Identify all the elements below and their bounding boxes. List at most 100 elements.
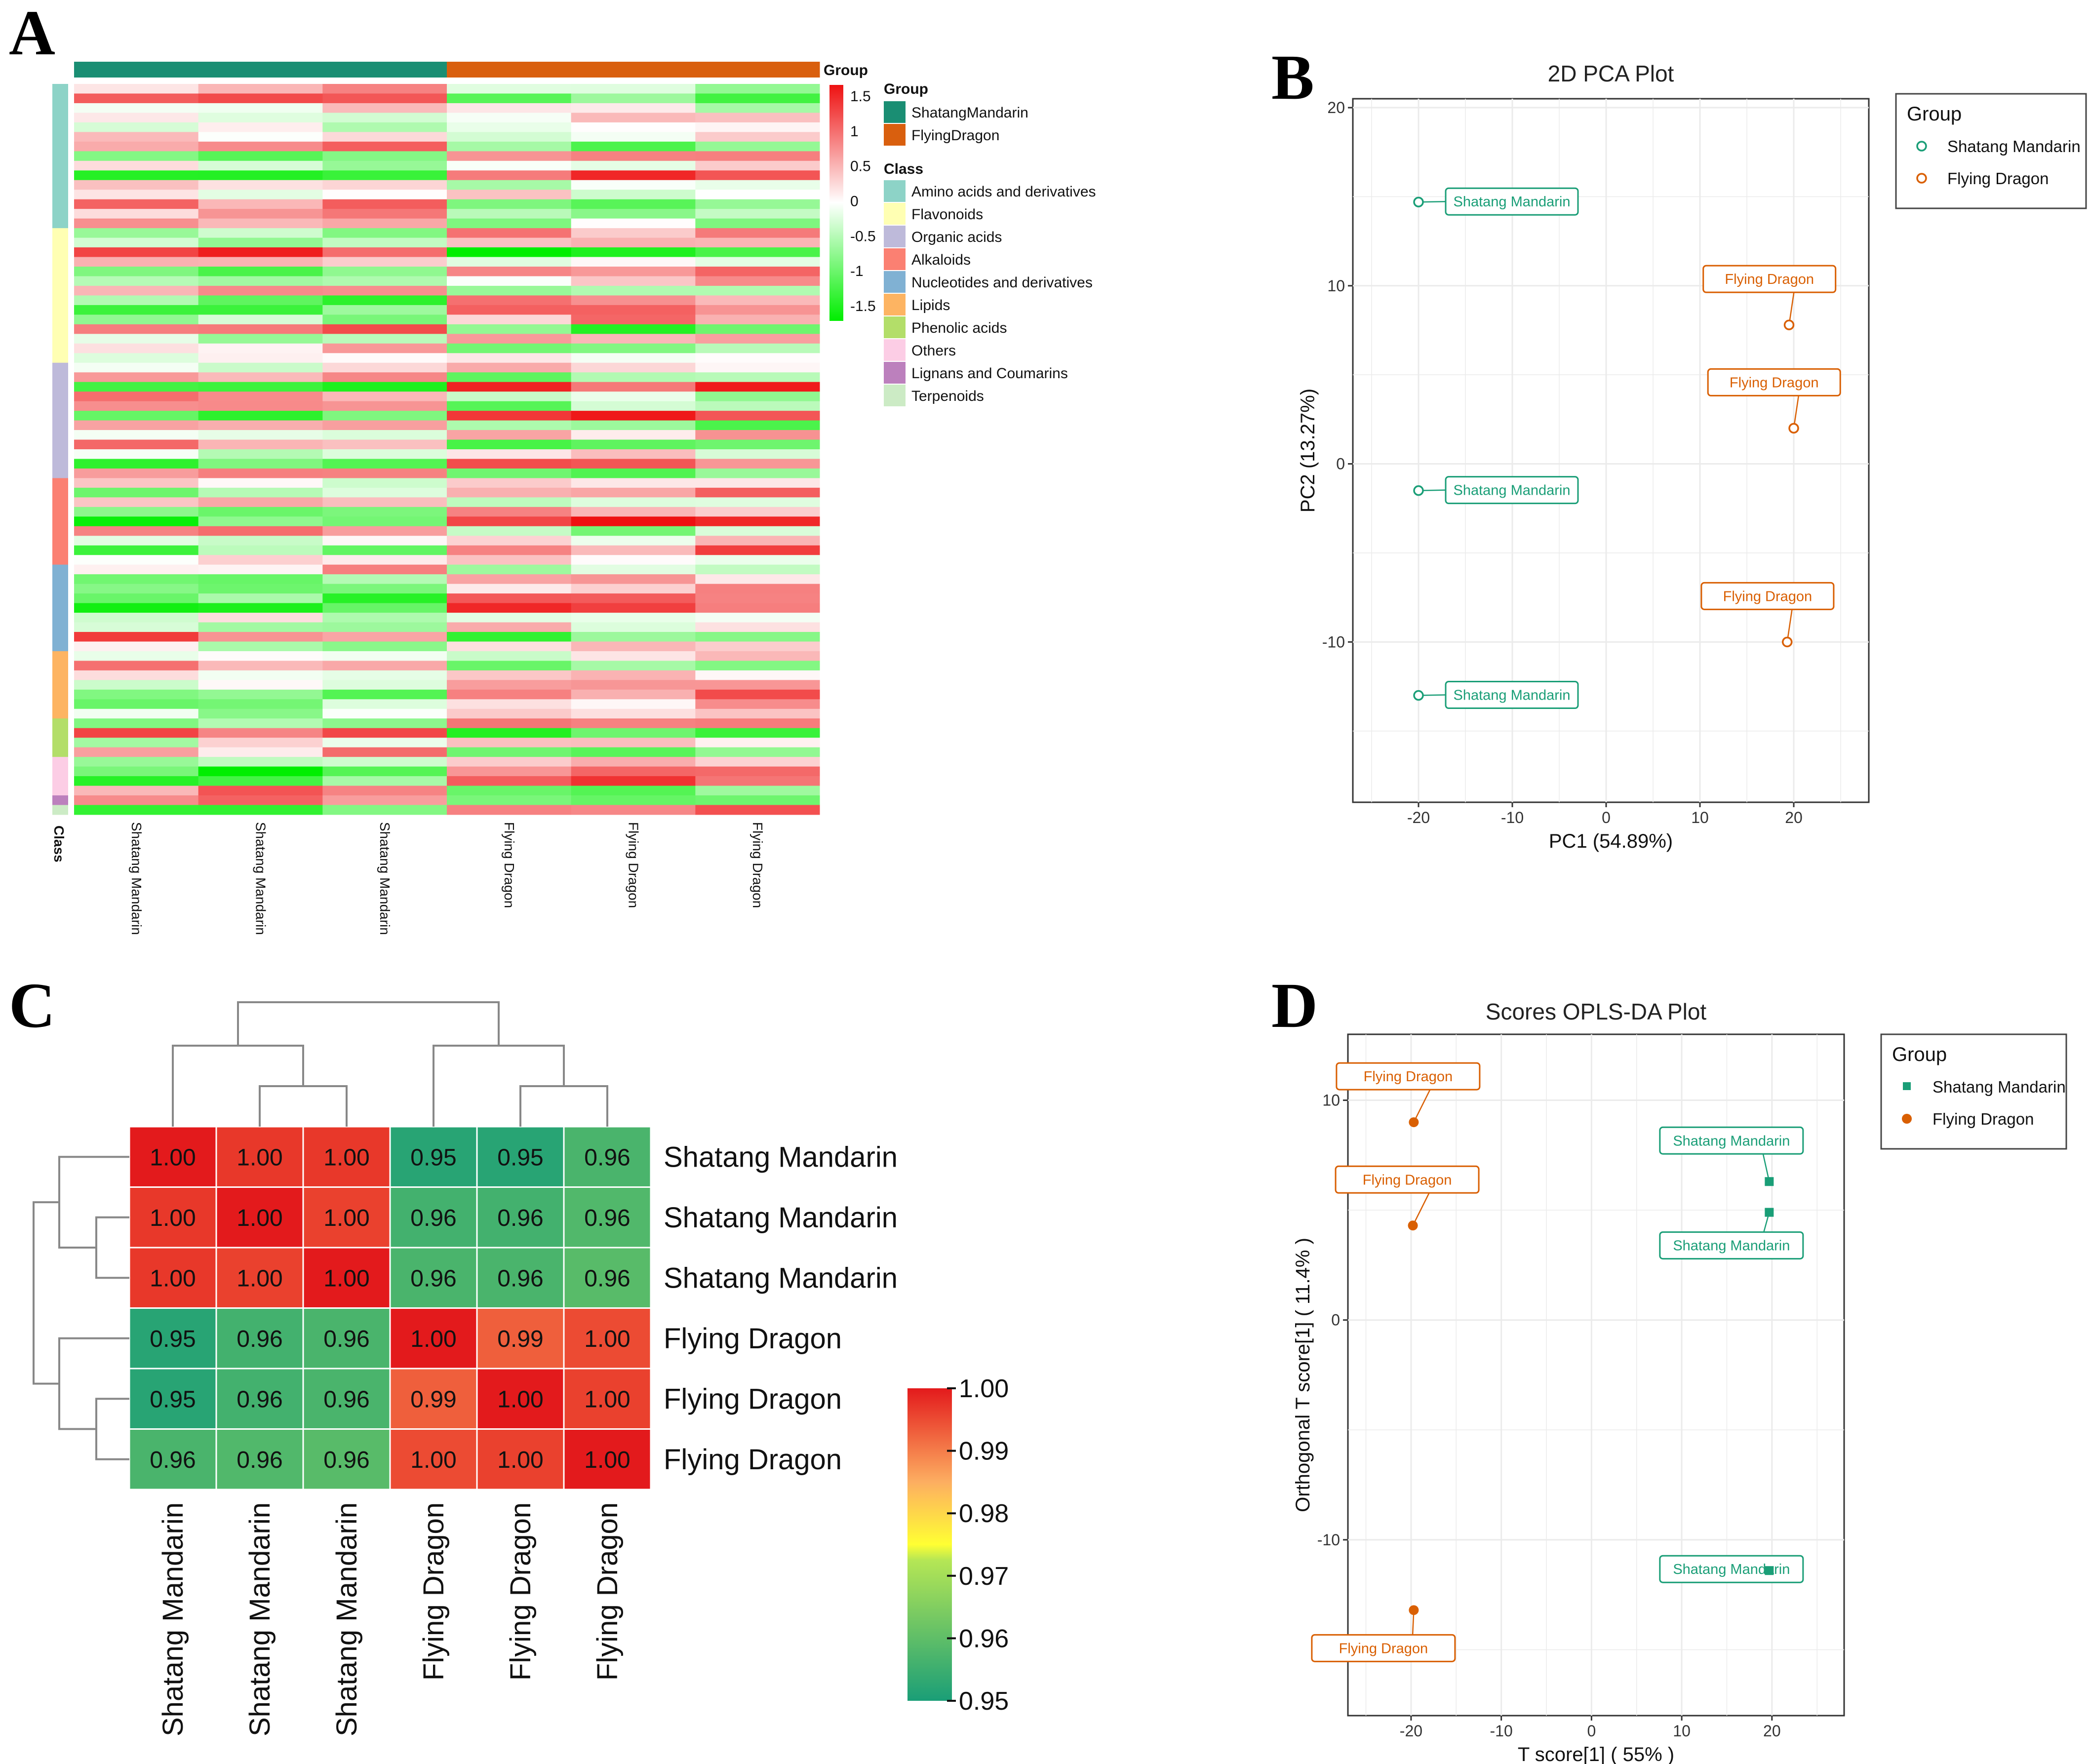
- heatmap-cell: [74, 343, 199, 353]
- heatmap-cell: [447, 314, 572, 325]
- x-tick-label: 10: [1691, 809, 1709, 826]
- class-legend-swatch: [884, 362, 906, 384]
- point-label-box: [1335, 1165, 1480, 1194]
- heatmap-cell: [571, 497, 696, 508]
- heatmap-cell: [74, 564, 199, 575]
- heatmap-cell: [695, 295, 820, 306]
- heatmap-cell: [447, 180, 572, 190]
- group-annotation-cell: [198, 62, 323, 78]
- heatmap-cell: [74, 420, 199, 431]
- heatmap-cell: [74, 199, 199, 209]
- heatmap-cell: [322, 603, 447, 613]
- correlation-value: 0.96: [410, 1265, 456, 1292]
- heatmap-cell: [322, 776, 447, 786]
- heatmap-cell: [571, 459, 696, 469]
- correlation-value: 0.95: [410, 1144, 456, 1171]
- heatmap-cell: [198, 343, 323, 353]
- class-annotation-cell: [52, 564, 68, 652]
- heatmap-cell: [322, 160, 447, 171]
- heatmap-cell: [74, 160, 199, 171]
- heatmap-cell: [198, 392, 323, 402]
- heatmap-cell: [447, 757, 572, 767]
- heatmap-cell: [695, 555, 820, 565]
- heatmap-cell: [198, 449, 323, 459]
- heatmap-cell: [322, 516, 447, 527]
- heatmap-cell: [198, 641, 323, 652]
- point-label-box: [1659, 1555, 1804, 1583]
- heatmap-cell: [198, 228, 323, 238]
- x-tick-label: 0: [1587, 1722, 1596, 1740]
- column-label: Flying Dragon: [418, 1502, 450, 1681]
- heatmap-cell: [198, 353, 323, 363]
- heatmap-cell: [447, 103, 572, 113]
- heatmap-cell: [322, 372, 447, 383]
- heatmap-cell: [198, 285, 323, 296]
- heatmap-cell: [74, 708, 199, 719]
- heatmap-cell: [74, 190, 199, 200]
- heatmap-cell: [571, 228, 696, 238]
- heatmap-cell: [571, 670, 696, 680]
- heatmap-cell: [695, 795, 820, 806]
- heatmap-cell: [571, 132, 696, 142]
- heatmap-cell: [447, 670, 572, 680]
- heatmap-cell: [322, 487, 447, 498]
- heatmap-cell: [695, 180, 820, 190]
- heatmap-cell: [74, 699, 199, 709]
- heatmap-cell: [447, 651, 572, 661]
- group-legend-title: Group: [884, 81, 928, 97]
- heatmap-cell: [695, 468, 820, 478]
- heatmap-cell: [571, 603, 696, 613]
- heatmap-cell: [198, 661, 323, 671]
- heatmap-cell: [447, 93, 572, 104]
- left-dendrogram-branch: [95, 1216, 129, 1279]
- heatmap-cell: [74, 689, 199, 700]
- heatmap-cell: [571, 392, 696, 402]
- correlation-value: 0.96: [323, 1326, 369, 1352]
- heatmap-cell: [447, 392, 572, 402]
- heatmap-cell: [74, 324, 199, 334]
- correlation-value: 1.00: [323, 1144, 369, 1171]
- heatmap-cell: [695, 382, 820, 392]
- heatmap-cell: [198, 170, 323, 181]
- class-legend-swatch: [884, 339, 906, 361]
- heatmap-cell: [571, 218, 696, 229]
- correlation-cell: [476, 1126, 565, 1188]
- correlation-value: 1.00: [497, 1447, 543, 1473]
- heatmap-cell: [322, 449, 447, 459]
- heatmap-cell: [695, 680, 820, 690]
- heatmap-cell: [198, 459, 323, 469]
- heatmap-cell: [447, 324, 572, 334]
- heatmap-cell: [447, 699, 572, 709]
- heatmap-cell: [322, 622, 447, 632]
- correlation-value: 1.00: [410, 1447, 456, 1473]
- x-tick-label: -10: [1490, 1722, 1513, 1740]
- y-axis-label: Orthogonal T score[1] ( 11.4% ): [1292, 1238, 1314, 1512]
- correlation-value: 0.99: [410, 1386, 456, 1412]
- heatmap-cell: [322, 430, 447, 440]
- heatmap-cell: [571, 689, 696, 700]
- point-label-box: [1445, 187, 1579, 216]
- heatmap-cell: [198, 209, 323, 219]
- heatmap-cell: [571, 305, 696, 315]
- heatmap-cell: [695, 343, 820, 353]
- point-label: Shatang Mandarin: [1673, 1133, 1790, 1149]
- class-legend-label: Alkaloids: [911, 252, 971, 268]
- heatmap-cell: [695, 564, 820, 575]
- heatmap-cell: [198, 257, 323, 267]
- legend-marker: [1916, 173, 1927, 184]
- heatmap-cell: [74, 285, 199, 296]
- data-point: [1765, 1566, 1774, 1575]
- heatmap-cell: [447, 526, 572, 536]
- heatmap-cell: [695, 545, 820, 555]
- top-dendrogram-branch: [237, 1001, 500, 1046]
- panel-letter-b: B: [1271, 42, 1314, 113]
- heatmap-cell: [322, 584, 447, 594]
- heatmap-cell: [571, 180, 696, 190]
- column-label: Shatang Mandarin: [129, 822, 144, 935]
- heatmap-cell: [695, 516, 820, 527]
- heatmap-cell: [74, 487, 199, 498]
- class-legend-swatch: [884, 316, 906, 338]
- heatmap-cell: [74, 738, 199, 748]
- class-annotation-cell: [52, 805, 68, 815]
- heatmap-cell: [74, 632, 199, 642]
